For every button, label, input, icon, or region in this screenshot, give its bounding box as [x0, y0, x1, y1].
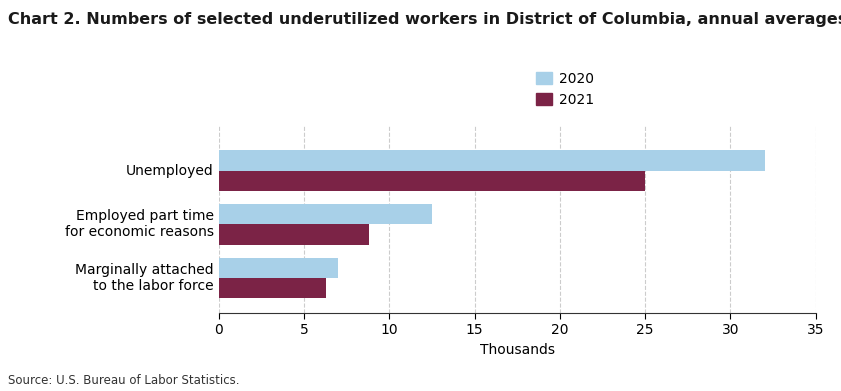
Bar — [219, 224, 369, 245]
Bar — [219, 150, 764, 171]
Text: Source: U.S. Bureau of Labor Statistics.: Source: U.S. Bureau of Labor Statistics. — [8, 374, 240, 387]
Bar — [219, 171, 645, 191]
Bar — [219, 258, 338, 278]
Bar — [219, 204, 432, 224]
Bar — [219, 278, 326, 298]
X-axis label: Thousands: Thousands — [479, 343, 555, 357]
Legend: 2020, 2021: 2020, 2021 — [536, 72, 595, 107]
Text: Chart 2. Numbers of selected underutilized workers in District of Columbia, annu: Chart 2. Numbers of selected underutiliz… — [8, 12, 841, 27]
